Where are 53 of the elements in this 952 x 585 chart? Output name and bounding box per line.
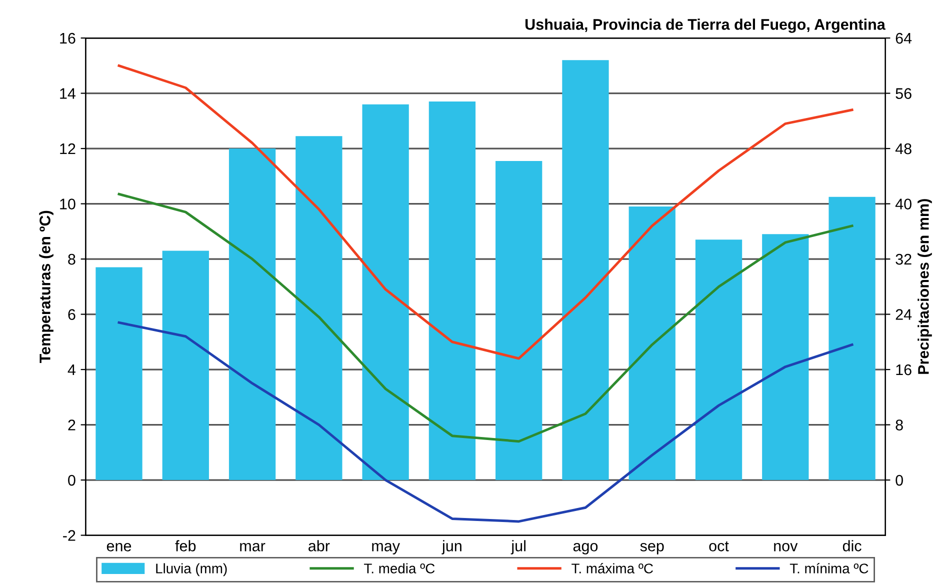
x-tick-label: dic — [842, 540, 862, 552]
bar — [762, 234, 809, 480]
y2-tick-label: 48 — [895, 143, 912, 154]
bar — [695, 240, 742, 480]
y2-tick-label: 56 — [896, 88, 912, 99]
legend-label: T. media ºC — [364, 563, 435, 574]
x-tick-label: sep — [640, 542, 664, 554]
y-tick-label: 10 — [60, 198, 76, 210]
x-tick-label: ene — [106, 542, 132, 552]
y-tick-label: 8 — [68, 254, 76, 265]
x-tick-label: jun — [442, 540, 462, 554]
y2-tick-label: 32 — [896, 254, 912, 265]
line-series — [118, 64, 854, 360]
bar — [228, 148, 276, 480]
y2-tick-label: 16 — [896, 364, 912, 376]
bar — [362, 104, 409, 480]
x-tick-label: jul — [510, 540, 526, 554]
x-tick-label: feb — [175, 540, 196, 552]
y-tick-label: 4 — [68, 364, 76, 376]
bar — [828, 196, 876, 480]
x-tick-label: nov — [774, 542, 798, 552]
bar — [96, 267, 142, 480]
bar — [296, 136, 342, 480]
y2-tick-label: 24 — [896, 309, 912, 320]
bar — [496, 160, 542, 480]
y-tick-label: -2 — [63, 530, 76, 541]
x-tick-label: abr — [308, 540, 330, 552]
y-tick-label: 16 — [60, 32, 76, 44]
y2-tick-label: 8 — [896, 420, 903, 430]
y-tick-label: 12 — [60, 143, 76, 154]
x-tick-label: mar — [240, 542, 266, 552]
y2-tick-label: 0 — [896, 474, 903, 486]
line-series — [118, 192, 854, 443]
y-tick-label: 2 — [68, 420, 76, 430]
y-tick-label: 6 — [68, 309, 76, 320]
legend-label: T. máxima ºC — [572, 563, 653, 574]
bar — [162, 250, 209, 480]
y2-axis-title: Precipitaciones (en mm) — [918, 199, 932, 374]
y2-tick-label: 40 — [895, 198, 912, 210]
bar — [428, 102, 476, 480]
x-tick-label: may — [372, 542, 400, 554]
line-series — [118, 321, 854, 523]
y2-tick-label: 64 — [896, 32, 912, 44]
bar — [628, 206, 676, 480]
x-tick-label: ago — [573, 542, 598, 554]
y-tick-label: 14 — [60, 88, 76, 99]
x-tick-label: oct — [709, 541, 729, 552]
y-tick-label: 0 — [68, 474, 76, 486]
chart-title: Ushuaia, Provincia de Tierra del Fuego, Argentina — [525, 18, 886, 33]
y-axis-title: Temperaturas (en ºC) — [39, 210, 54, 363]
bar — [562, 60, 609, 480]
legend-label: Lluvia (mm) — [156, 563, 227, 576]
legend-label: T. mínima ºC — [790, 563, 868, 574]
